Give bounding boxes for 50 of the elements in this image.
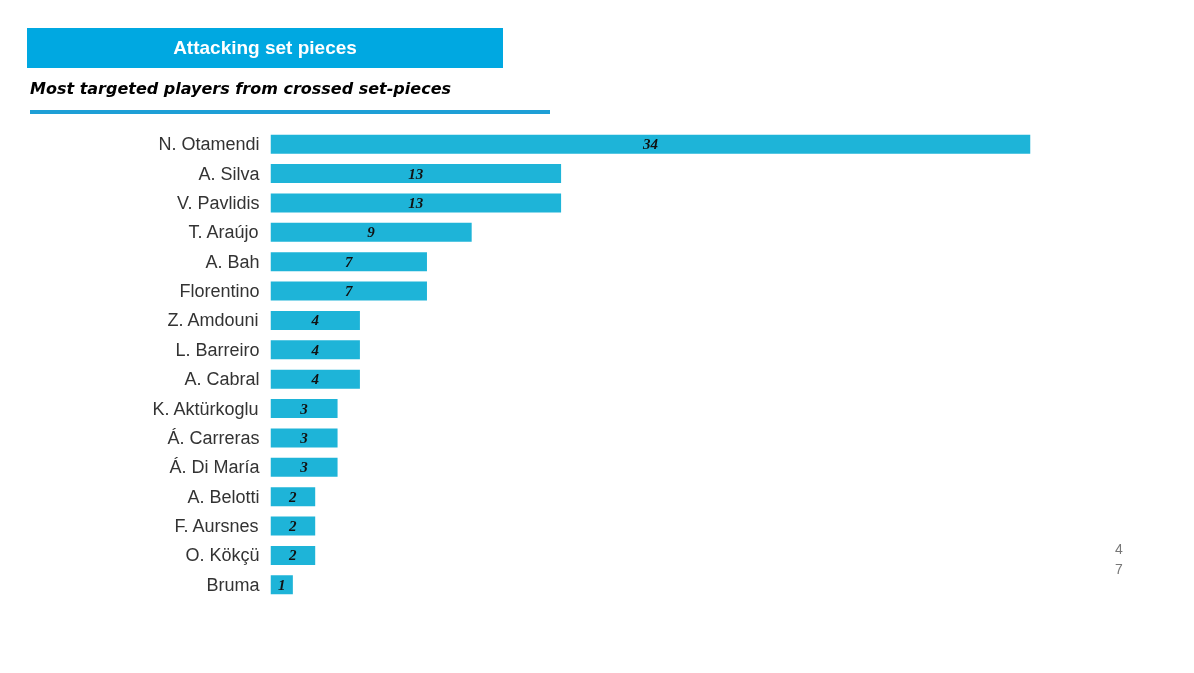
bar — [270, 487, 316, 507]
bar — [270, 193, 562, 213]
y-tick-label: V. Pavlidis — [177, 192, 260, 213]
y-tick-label: Á. Di María — [169, 457, 261, 478]
text: 47 — [1115, 540, 1124, 579]
y-tick-label: Z. Amdouni — [167, 310, 259, 331]
y-tick-label: Florentino — [179, 281, 260, 302]
bar — [270, 516, 316, 536]
data-label: 7 — [344, 253, 353, 270]
data-label: 3 — [299, 459, 309, 476]
y-tick-label: A. Silva — [198, 163, 261, 184]
data-label: 4 — [310, 341, 320, 358]
data-label: 2 — [288, 547, 298, 564]
bar — [270, 310, 360, 330]
chart-subtitle: Most targeted players from crossed set-pieces — [30, 78, 452, 100]
bar — [270, 369, 360, 389]
y-tick-label: A. Belotti — [187, 486, 260, 507]
bar — [270, 164, 562, 184]
y-tick-label: O. Kökçü — [185, 545, 260, 566]
y-tick-label: F. Aursnes — [174, 516, 259, 537]
bar — [270, 545, 316, 565]
data-label: 9 — [367, 224, 376, 241]
data-label: 1 — [277, 576, 286, 593]
y-tick-label: K. Aktürkoglu — [152, 398, 259, 419]
y-tick-label: Bruma — [206, 574, 261, 595]
chart-title: Attacking set pieces — [173, 36, 357, 60]
y-tick-label: A. Cabral — [184, 369, 260, 390]
bar — [270, 134, 1031, 154]
bar — [270, 281, 427, 301]
y-tick-label: T. Araújo — [188, 222, 259, 243]
data-label: 13 — [408, 165, 424, 182]
data-label: 4 — [310, 312, 320, 329]
bar — [270, 222, 472, 242]
y-tick-label: A. Bah — [205, 251, 260, 272]
bar — [270, 252, 427, 272]
data-label: 3 — [299, 400, 309, 417]
bar — [270, 399, 338, 419]
bar — [270, 340, 360, 360]
data-label: 7 — [344, 283, 353, 300]
data-label: 34 — [642, 136, 659, 153]
bar — [270, 428, 338, 448]
y-tick-label: N. Otamendi — [158, 134, 260, 155]
data-label: 2 — [288, 488, 298, 505]
y-tick-label: Á. Carreras — [167, 427, 260, 448]
data-label: 2 — [288, 518, 298, 535]
data-label: 3 — [299, 429, 309, 446]
data-label: 4 — [310, 371, 320, 388]
y-tick-label: L. Barreiro — [175, 339, 260, 360]
bar — [270, 457, 338, 477]
data-label: 13 — [408, 194, 424, 211]
